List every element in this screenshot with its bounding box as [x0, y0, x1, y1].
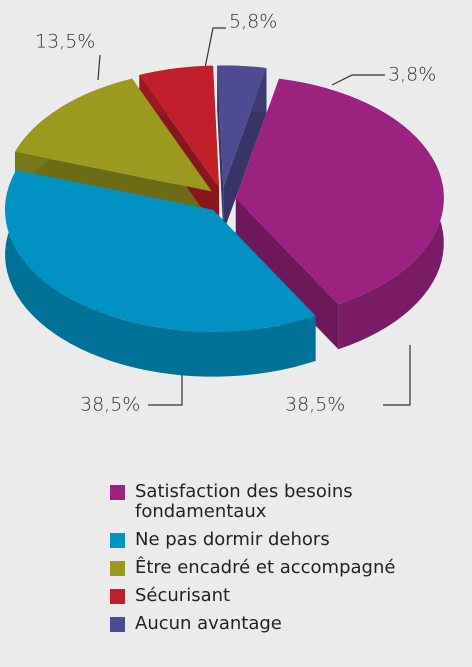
legend-item: Sécurisant	[110, 586, 410, 606]
data-label: 3,8%	[388, 64, 436, 86]
legend-label: Ne pas dormir dehors	[135, 529, 330, 550]
slice	[139, 65, 220, 188]
legend-item: Satisfaction des besoins fondamentaux	[110, 482, 410, 522]
slice	[235, 78, 444, 305]
legend: Satisfaction des besoins fondamentaux Ne …	[110, 482, 410, 642]
legend-label: Être encadré et accompagné	[135, 557, 396, 578]
slice-radial-side	[235, 198, 339, 350]
data-label: 38,5%	[285, 394, 345, 416]
legend-label: Aucun avantage	[135, 613, 282, 634]
legend-swatch	[110, 617, 125, 632]
legend-swatch	[110, 485, 125, 500]
slice-side	[5, 170, 316, 377]
leader	[148, 375, 183, 406]
leader	[204, 27, 226, 69]
leader	[97, 54, 101, 81]
legend-label: Satisfaction des besoins fondamentaux	[135, 481, 353, 522]
legend-item: Être encadré et accompagné	[110, 558, 410, 578]
data-label: 13,5%	[35, 31, 95, 53]
legend-item: Ne pas dormir dehors	[110, 530, 410, 550]
legend-swatch	[110, 533, 125, 548]
leader	[383, 345, 411, 406]
chart: 38,5% 38,5% 13,5% 5,8% 3,8%	[5, 11, 444, 416]
leader	[331, 74, 385, 86]
leader-lines	[97, 27, 411, 406]
legend-item: Aucun avantage	[110, 614, 410, 634]
data-label: 38,5%	[80, 394, 140, 416]
legend-swatch	[110, 561, 125, 576]
slice	[5, 170, 316, 332]
pie-tops	[5, 65, 444, 332]
slice	[217, 65, 267, 188]
data-label: 5,8%	[229, 11, 277, 33]
slice	[15, 78, 212, 192]
legend-swatch	[110, 589, 125, 604]
legend-label: Sécurisant	[135, 585, 231, 606]
